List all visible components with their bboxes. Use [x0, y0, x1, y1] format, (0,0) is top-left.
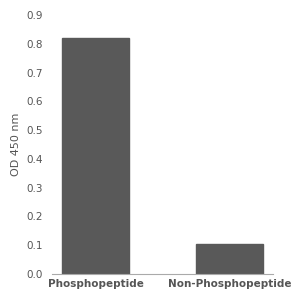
Y-axis label: OD 450 nm: OD 450 nm — [11, 113, 21, 176]
Bar — [196, 244, 263, 274]
Bar — [62, 38, 129, 274]
